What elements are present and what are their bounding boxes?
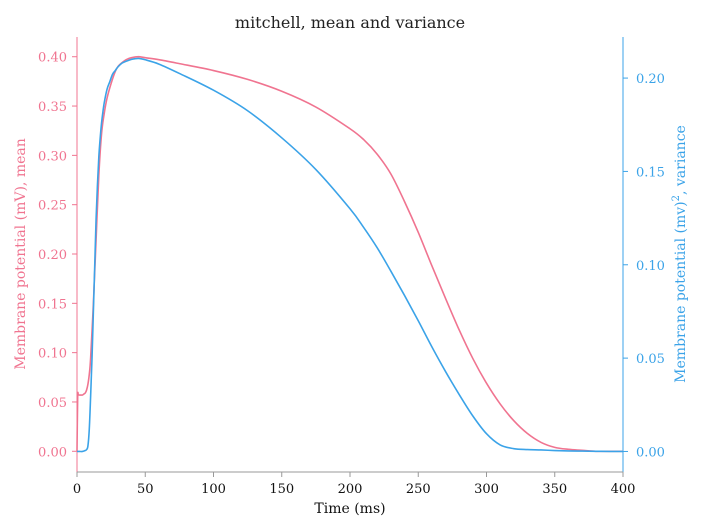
right-axis-label: Membrane potential (mv)2, variance	[671, 125, 689, 383]
right-tick-label: 0.10	[636, 259, 665, 274]
right-axis-ticks: 0.00 0.05 0.10 0.15 0.20	[623, 72, 665, 460]
left-tick-label: 0.25	[38, 199, 67, 214]
left-axis-label: Membrane potential (mV), mean	[13, 138, 29, 369]
variance-series-line	[76, 57, 624, 453]
left-tick-label: 0.05	[38, 396, 67, 411]
x-axis-ticks: 0 50 100 150 200 250 300 350 400	[73, 472, 636, 497]
right-axis-label-tail: , variance	[673, 125, 689, 195]
right-tick-label: 0.00	[636, 445, 665, 460]
x-tick-label: 250	[406, 482, 431, 497]
left-tick-label: 0.15	[38, 297, 67, 312]
x-tick-label: 400	[611, 482, 636, 497]
x-tick-label: 100	[201, 482, 226, 497]
left-tick-label: 0.30	[38, 149, 67, 164]
x-tick-label: 50	[137, 482, 154, 497]
left-axis-ticks: 0.00 0.05 0.10 0.15 0.20 0.25 0.30 0.35 0.40	[38, 51, 77, 460]
x-axis-label: Time (ms)	[314, 501, 385, 517]
mean-series-line	[76, 55, 623, 453]
x-tick-label: 200	[338, 482, 363, 497]
right-tick-label: 0.05	[636, 352, 665, 367]
right-axis-label-superscript: 2	[671, 195, 682, 201]
left-tick-label: 0.00	[38, 445, 67, 460]
right-tick-label: 0.15	[636, 165, 665, 180]
x-tick-label: 350	[542, 482, 567, 497]
right-tick-label: 0.20	[636, 72, 665, 87]
left-tick-label: 0.20	[38, 248, 67, 263]
x-tick-label: 300	[474, 482, 499, 497]
left-tick-label: 0.35	[38, 100, 67, 115]
left-tick-label: 0.40	[38, 51, 67, 66]
chart-title: mitchell, mean and variance	[235, 13, 465, 32]
right-axis-label-main: Membrane potential (mv)	[673, 201, 689, 382]
left-tick-label: 0.10	[38, 347, 67, 362]
x-tick-label: 150	[269, 482, 294, 497]
x-tick-label: 0	[73, 482, 81, 497]
